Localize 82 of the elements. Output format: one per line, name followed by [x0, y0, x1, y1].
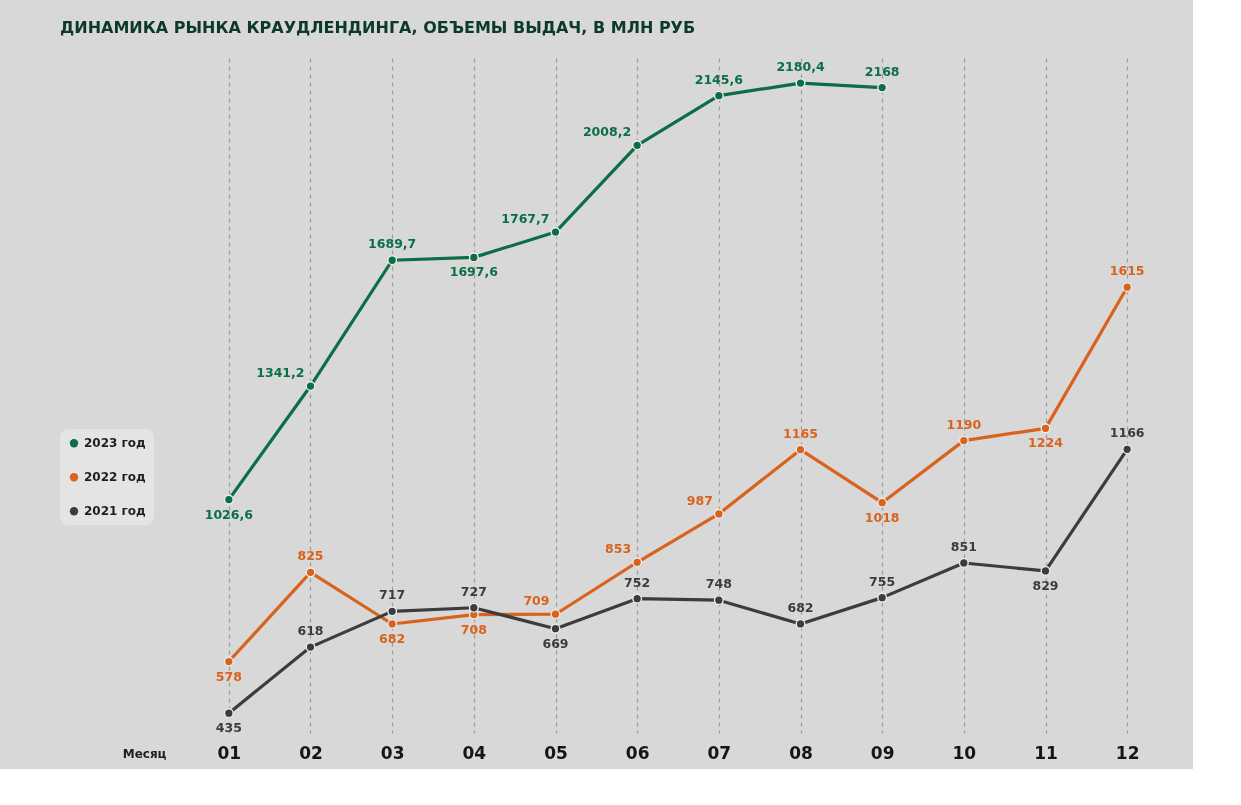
- x-tick-label: 05: [544, 742, 568, 763]
- point: [1122, 282, 1133, 293]
- data-label: 682: [787, 599, 814, 615]
- x-tick-label: 03: [380, 742, 405, 763]
- data-label: 829: [1032, 577, 1059, 593]
- point: [632, 140, 643, 151]
- data-label: 1018: [864, 509, 900, 525]
- data-label: 727: [460, 583, 487, 599]
- data-label: 987: [686, 492, 713, 508]
- data-label: 1689,7: [368, 236, 417, 252]
- data-label: 853: [605, 541, 632, 557]
- data-label: 851: [950, 538, 977, 554]
- data-label: 578: [215, 668, 242, 684]
- x-tick-label: 01: [217, 742, 242, 763]
- data-label: 1166: [1109, 425, 1145, 441]
- x-tick-label: 12: [1115, 742, 1140, 763]
- point: [387, 255, 398, 266]
- point: [387, 618, 398, 630]
- data-label: 748: [705, 576, 732, 592]
- data-label: 2145,6: [694, 71, 744, 87]
- point: [795, 618, 806, 630]
- data-label: 1224: [1028, 435, 1064, 451]
- data-label: 669: [542, 635, 569, 651]
- data-label: 1190: [946, 416, 982, 432]
- point: [877, 82, 888, 93]
- point: [795, 78, 806, 89]
- point: [305, 642, 316, 653]
- data-label: 1697,6: [449, 264, 499, 280]
- data-label: 1165: [783, 425, 818, 441]
- x-axis-title: Месяц: [122, 746, 167, 761]
- x-tick-label: 09: [870, 742, 895, 763]
- data-label: 1615: [1109, 263, 1145, 279]
- legend-label: 2021 год: [84, 504, 147, 519]
- x-tick-label: 11: [1034, 742, 1058, 763]
- data-label: 435: [215, 720, 242, 736]
- data-label: 2008,2: [582, 124, 632, 140]
- data-label: 618: [297, 623, 324, 639]
- x-tick-label: 04: [462, 742, 487, 763]
- point: [958, 557, 969, 569]
- point: [1122, 444, 1133, 455]
- point: [877, 592, 888, 603]
- data-label: 709: [523, 593, 550, 609]
- data-label: 752: [624, 574, 651, 590]
- data-label: 755: [869, 573, 896, 589]
- point: [305, 567, 316, 578]
- data-label: 717: [379, 587, 406, 603]
- point: [550, 227, 561, 238]
- point: [468, 602, 479, 613]
- point: [795, 444, 806, 455]
- point: [1040, 565, 1051, 576]
- point: [877, 497, 888, 508]
- x-tick-label: 08: [789, 742, 813, 763]
- point: [468, 252, 479, 263]
- data-label: 1026,6: [204, 506, 254, 522]
- point: [223, 656, 234, 667]
- point: [550, 609, 561, 620]
- point: [550, 623, 561, 634]
- point: [713, 595, 724, 606]
- legend-label: 2022 год: [84, 470, 147, 485]
- point: [632, 557, 643, 568]
- point: [305, 381, 316, 392]
- data-label: 2168: [864, 63, 900, 79]
- x-tick-label: 07: [707, 742, 732, 763]
- chart-title: ДИНАМИКА РЫНКА КРАУДЛЕНДИНГА, ОБЪЕМЫ ВЫДАЧ, В МЛН РУБ: [60, 18, 696, 37]
- point: [1040, 423, 1051, 434]
- data-label: 825: [297, 548, 324, 564]
- data-label: 1767,7: [501, 211, 550, 227]
- point: [223, 708, 234, 719]
- data-label: 1341,2: [256, 365, 305, 381]
- legend-label: 2023 год: [84, 436, 147, 451]
- data-label: 682: [379, 630, 406, 646]
- point: [632, 593, 643, 604]
- point: [713, 90, 724, 101]
- point: [958, 435, 969, 446]
- point: [387, 606, 398, 617]
- x-tick-label: 10: [952, 742, 977, 763]
- x-tick-label: 06: [625, 742, 650, 763]
- point: [223, 494, 234, 505]
- point: [713, 508, 724, 519]
- data-label: 708: [460, 621, 487, 637]
- data-label: 2180,4: [776, 59, 825, 75]
- x-tick-label: 02: [299, 742, 323, 763]
